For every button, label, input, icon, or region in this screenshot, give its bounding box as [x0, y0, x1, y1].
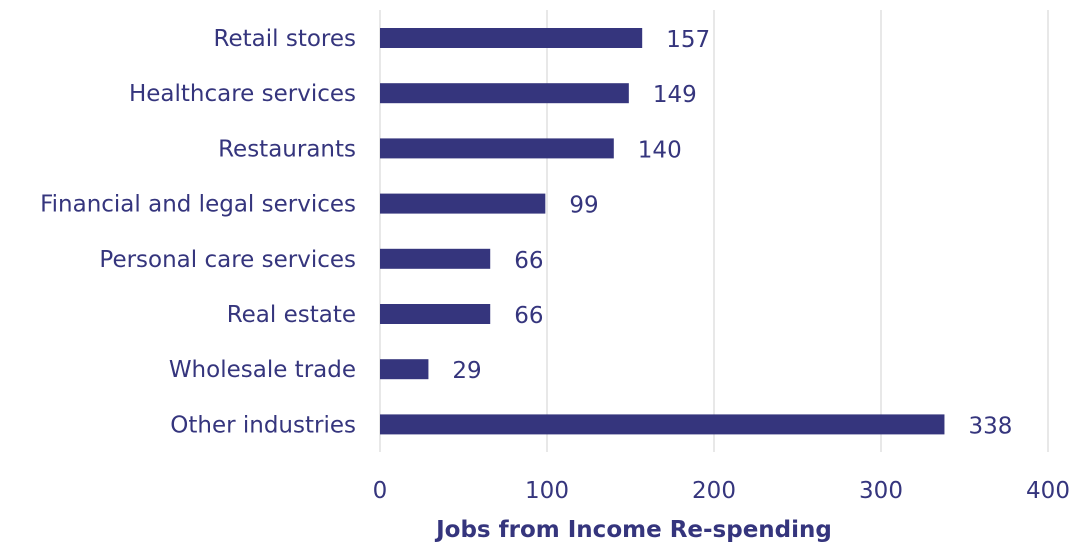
data-label: 140	[638, 137, 682, 163]
data-label: 29	[452, 358, 481, 384]
category-label: Other industries	[170, 412, 356, 438]
category-label: Real estate	[227, 302, 356, 328]
bar	[380, 359, 429, 380]
x-tick-label: 0	[373, 478, 388, 504]
x-tick-label: 400	[1026, 478, 1070, 504]
data-label: 99	[569, 193, 598, 219]
bars	[380, 28, 945, 435]
x-tick-labels: 0 100 200 300 400	[373, 478, 1070, 504]
category-label: Restaurants	[218, 136, 356, 162]
bar	[380, 28, 643, 48]
category-label: Retail stores	[214, 26, 356, 52]
data-label: 338	[968, 413, 1012, 439]
category-label: Healthcare services	[129, 81, 356, 107]
category-label: Personal care services	[99, 247, 356, 273]
category-label: Wholesale trade	[169, 357, 356, 383]
bar	[380, 193, 546, 214]
data-label: 157	[666, 27, 710, 53]
x-tick-label: 200	[692, 478, 736, 504]
bar	[380, 138, 614, 159]
bar	[380, 248, 491, 269]
bar	[380, 304, 491, 324]
x-tick-label: 100	[525, 478, 569, 504]
bar	[380, 83, 629, 104]
bar	[380, 414, 945, 435]
gridlines	[379, 10, 1049, 452]
data-labels: 157 149 140 99 66 66 29 338	[452, 27, 1012, 439]
category-labels: Retail stores Healthcare services Restaura…	[40, 26, 356, 438]
data-label: 149	[653, 82, 697, 108]
data-label: 66	[514, 303, 543, 329]
category-label: Financial and legal services	[40, 192, 356, 218]
data-label: 66	[514, 248, 543, 274]
x-axis-title: Jobs from Income Re-spending	[434, 517, 832, 543]
x-tick-label: 300	[859, 478, 903, 504]
